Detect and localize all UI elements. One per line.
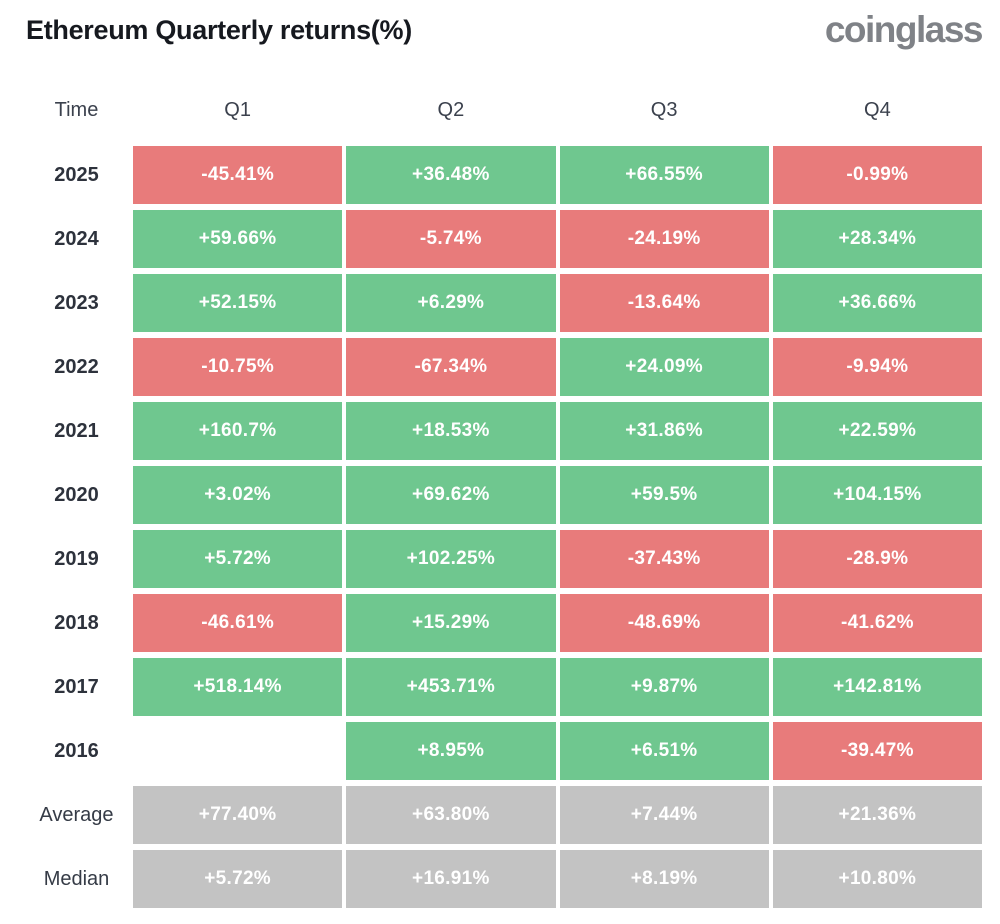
row-label-median: Median <box>43 867 110 890</box>
return-cell-2022-q1: -10.75% <box>133 338 343 396</box>
column-header-q1: Q1 <box>224 98 251 121</box>
return-cell-2024-q2: -5.74% <box>346 210 556 268</box>
return-cell-2025-q1: -45.41% <box>133 146 343 204</box>
return-cell-2018-q2: +15.29% <box>346 594 556 652</box>
return-cell-2019-q2: +102.25% <box>346 530 556 588</box>
return-cell-2019-q3: -37.43% <box>559 530 769 588</box>
return-cell-average-q2: +63.80% <box>346 786 556 844</box>
table-row-2024: 2024 +59.66% -5.74% -24.19% +28.34% <box>0 210 1000 268</box>
return-cell-2016-q4: -39.47% <box>772 722 982 780</box>
return-cell-2023-q4: +36.66% <box>772 274 982 332</box>
row-label-2016: 2016 <box>54 739 99 762</box>
return-cell-average-q3: +7.44% <box>559 786 769 844</box>
return-cell-2021-q3: +31.86% <box>559 402 769 460</box>
return-cell-2016-q2: +8.95% <box>346 722 556 780</box>
page-title: Ethereum Quarterly returns(%) <box>26 15 412 45</box>
table-row-median: Median +5.72% +16.91% +8.19% +10.80% <box>0 850 1000 908</box>
row-label-2021: 2021 <box>54 419 99 442</box>
coinglass-logo: coinglass <box>824 9 984 50</box>
row-label-2025: 2025 <box>54 163 99 186</box>
return-cell-2024-q4: +28.34% <box>772 210 982 268</box>
row-label-2017: 2017 <box>54 675 99 698</box>
column-header-q2: Q2 <box>437 98 465 121</box>
table-row-2019: 2019 +5.72% +102.25% -37.43% -28.9% <box>0 530 1000 588</box>
returns-table: 2025 -45.41% +36.48% +66.55% -0.99% 2024 +59.6… <box>0 146 1000 908</box>
table-row-average: Average +77.40% +63.80% +7.44% +21.36% <box>0 786 1000 844</box>
return-cell-2023-q3: -13.64% <box>559 274 769 332</box>
table-row-2025: 2025 -45.41% +36.48% +66.55% -0.99% <box>0 146 1000 204</box>
return-cell-2018-q3: -48.69% <box>559 594 769 652</box>
table-row-2016: 2016 +8.95% +6.51% -39.47% <box>0 722 1000 780</box>
column-header-q4: Q4 <box>864 98 891 121</box>
return-cell-2016-q1 <box>133 722 342 780</box>
return-cell-2016-q3: +6.51% <box>559 722 769 780</box>
return-cell-median-q3: +8.19% <box>559 850 769 908</box>
return-cell-2017-q3: +9.87% <box>559 658 769 716</box>
return-cell-2017-q4: +142.81% <box>772 658 982 716</box>
row-label-2019: 2019 <box>54 547 99 570</box>
return-cell-2024-q3: -24.19% <box>559 210 769 268</box>
return-cell-average-q4: +21.36% <box>772 786 982 844</box>
return-cell-2022-q2: -67.34% <box>346 338 556 396</box>
return-cell-2019-q4: -28.9% <box>772 530 982 588</box>
column-header-q3: Q3 <box>650 98 678 121</box>
return-cell-2021-q2: +18.53% <box>346 402 556 460</box>
return-cell-2020-q2: +69.62% <box>346 466 556 524</box>
return-cell-median-q1: +5.72% <box>133 850 343 908</box>
table-row-2018: 2018 -46.61% +15.29% -48.69% -41.62% <box>0 594 1000 652</box>
return-cell-2020-q3: +59.5% <box>559 466 769 524</box>
return-cell-median-q2: +16.91% <box>346 850 556 908</box>
table-row-2023: 2023 +52.15% +6.29% -13.64% +36.66% <box>0 274 1000 332</box>
row-label-2020: 2020 <box>54 483 99 506</box>
return-cell-2025-q3: +66.55% <box>559 146 769 204</box>
row-label-2023: 2023 <box>54 291 99 314</box>
return-cell-2017-q1: +518.14% <box>133 658 343 716</box>
return-cell-2021-q4: +22.59% <box>772 402 982 460</box>
return-cell-median-q4: +10.80% <box>772 850 982 908</box>
return-cell-average-q1: +77.40% <box>133 786 343 844</box>
return-cell-2025-q4: -0.99% <box>772 146 982 204</box>
table-row-2017: 2017 +518.14% +453.71% +9.87% +142.81% <box>0 658 1000 716</box>
return-cell-2019-q1: +5.72% <box>133 530 343 588</box>
row-label-2018: 2018 <box>54 611 99 634</box>
return-cell-2023-q2: +6.29% <box>346 274 556 332</box>
return-cell-2022-q4: -9.94% <box>772 338 982 396</box>
return-cell-2022-q3: +24.09% <box>559 338 769 396</box>
return-cell-2017-q2: +453.71% <box>346 658 556 716</box>
topbar: Ethereum Quarterly returns(%) coinglass <box>0 9 1000 56</box>
table-row-2022: 2022 -10.75% -67.34% +24.09% -9.94% <box>0 338 1000 396</box>
return-cell-2025-q2: +36.48% <box>346 146 556 204</box>
table-header-row: Time Q1 Q2 Q3 Q4 <box>0 98 1000 122</box>
return-cell-2018-q4: -41.62% <box>772 594 982 652</box>
return-cell-2018-q1: -46.61% <box>133 594 343 652</box>
row-label-2022: 2022 <box>54 355 99 378</box>
return-cell-2020-q4: +104.15% <box>772 466 982 524</box>
column-header-time: Time <box>54 98 99 121</box>
row-label-2024: 2024 <box>54 227 99 250</box>
return-cell-2020-q1: +3.02% <box>133 466 343 524</box>
table-row-2021: 2021 +160.7% +18.53% +31.86% +22.59% <box>0 402 1000 460</box>
row-label-average: Average <box>39 803 114 826</box>
table-row-2020: 2020 +3.02% +69.62% +59.5% +104.15% <box>0 466 1000 524</box>
return-cell-2021-q1: +160.7% <box>133 402 343 460</box>
return-cell-2024-q1: +59.66% <box>133 210 343 268</box>
return-cell-2023-q1: +52.15% <box>133 274 343 332</box>
